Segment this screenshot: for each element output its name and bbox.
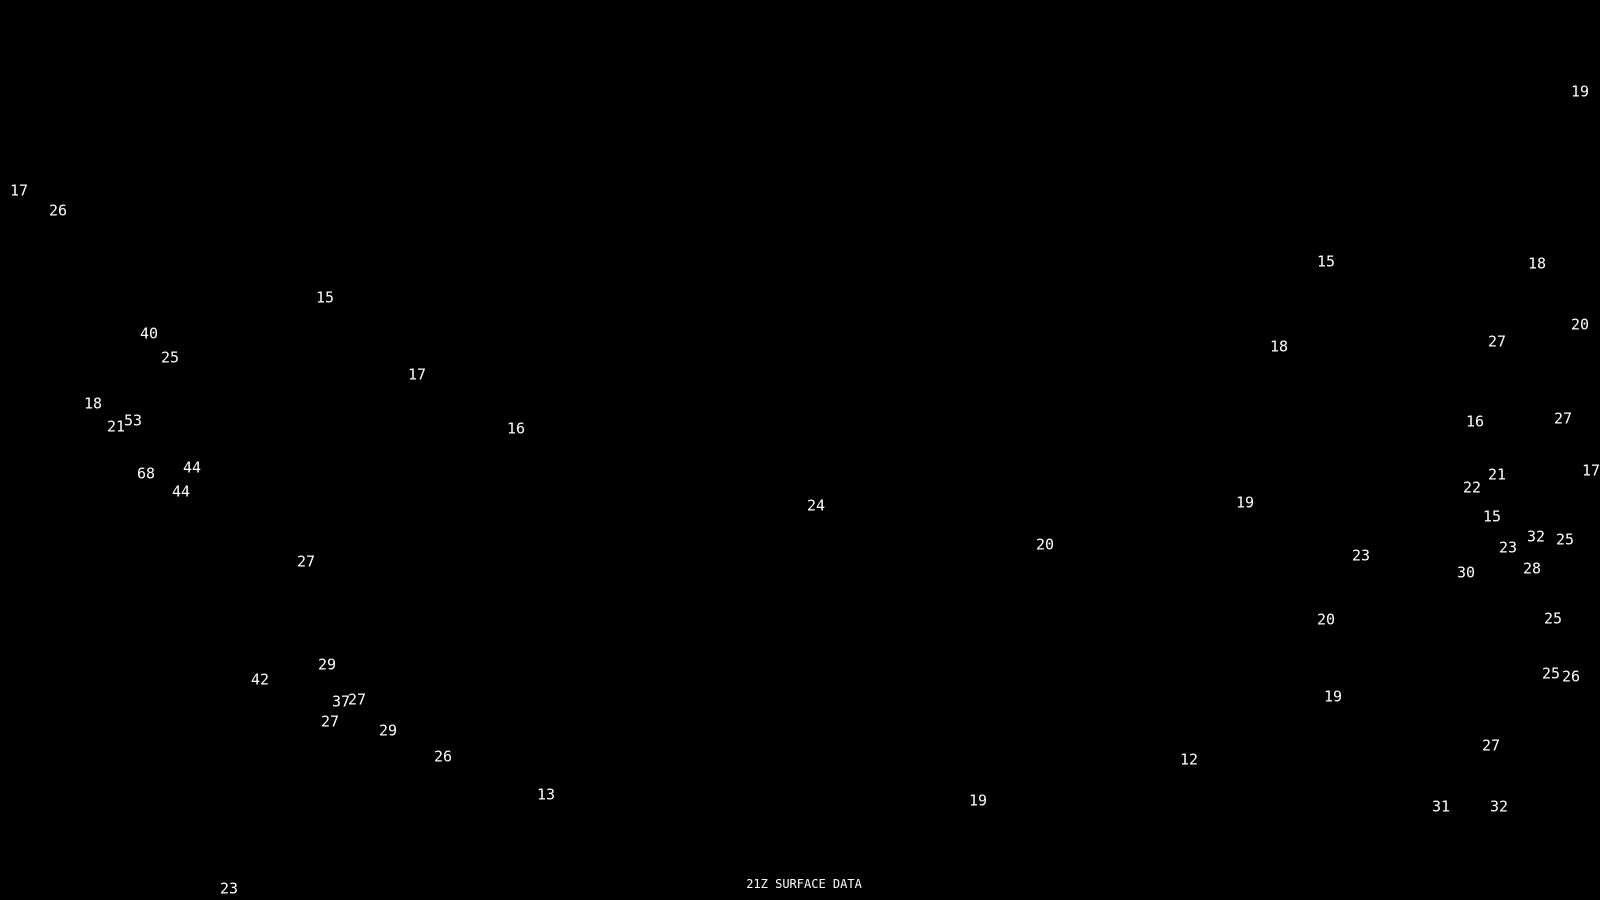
station-value: 26 [1561,667,1581,686]
station-value: 32 [1489,797,1509,816]
station-value: 28 [1522,559,1542,578]
station-value: 15 [1482,507,1502,526]
station-value: 26 [433,747,453,766]
station-value: 20 [1035,535,1055,554]
station-value: 23 [1498,538,1518,557]
plot-title: 21Z SURFACE DATA [746,877,862,891]
station-value: 18 [1527,254,1547,273]
station-value: 25 [1541,664,1561,683]
station-value: 40 [139,324,159,343]
station-value: 42 [250,670,270,689]
station-value: 23 [1351,546,1371,565]
station-value: 24 [806,496,826,515]
station-value: 17 [407,365,427,384]
station-value: 15 [315,288,335,307]
station-value: 68 [136,464,156,483]
station-value: 27 [1481,736,1501,755]
station-value: 19 [1235,493,1255,512]
station-value: 22 [1462,478,1482,497]
station-value: 30 [1456,563,1476,582]
station-value: 20 [1316,610,1336,629]
station-value: 16 [1465,412,1485,431]
station-value: 13 [536,785,556,804]
station-value: 25 [1543,609,1563,628]
station-value: 31 [1431,797,1451,816]
station-value: 16 [506,419,526,438]
station-value: 37 [331,692,351,711]
station-value: 18 [1269,337,1289,356]
station-value: 27 [347,690,367,709]
station-value: 25 [1555,530,1575,549]
station-value: 19 [1323,687,1343,706]
station-value: 21 [1487,465,1507,484]
station-value: 29 [378,721,398,740]
station-value: 23 [219,879,239,898]
station-value: 44 [171,482,191,501]
station-value: 19 [1570,82,1590,101]
station-value: 25 [160,348,180,367]
station-value: 29 [317,655,337,674]
station-value: 15 [1316,252,1336,271]
station-value: 53 [123,411,143,430]
station-value: 27 [320,712,340,731]
station-value: 12 [1179,750,1199,769]
station-value: 27 [1487,332,1507,351]
station-value: 17 [9,181,29,200]
station-value: 44 [182,458,202,477]
station-value: 18 [83,394,103,413]
station-value: 20 [1570,315,1590,334]
station-value: 21 [106,417,126,436]
station-value: 27 [1553,409,1573,428]
station-value: 17 [1581,461,1600,480]
station-value: 32 [1526,527,1546,546]
station-value: 19 [968,791,988,810]
station-value: 27 [296,552,316,571]
station-value: 26 [48,201,68,220]
